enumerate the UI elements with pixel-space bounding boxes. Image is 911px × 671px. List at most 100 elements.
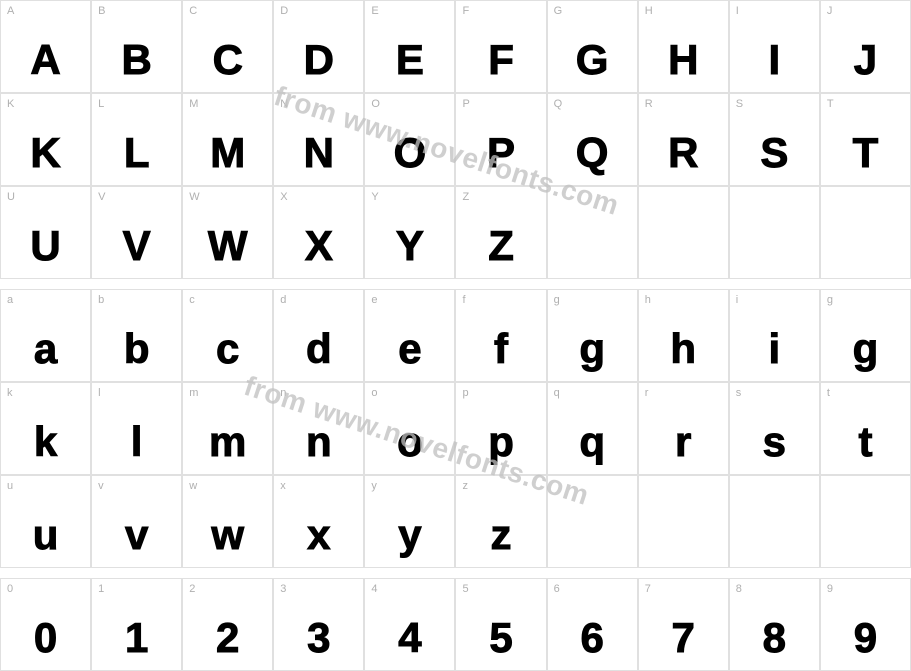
cell-label: m	[189, 387, 198, 399]
charmap-cell: ww	[182, 475, 273, 568]
cell-label: x	[280, 480, 286, 492]
cell-label: B	[98, 5, 105, 17]
cell-glyph: F	[488, 36, 514, 84]
cell-label: S	[736, 98, 743, 110]
charmap-cell: 11	[91, 578, 182, 671]
cell-label: o	[371, 387, 377, 399]
charmap-cell: tt	[820, 382, 911, 475]
cell-label: I	[736, 5, 739, 17]
charmap-cell: CC	[182, 0, 273, 93]
cell-label: F	[462, 5, 469, 17]
cell-glyph: W	[208, 222, 248, 270]
cell-glyph: D	[304, 36, 334, 84]
cell-glyph: G	[576, 36, 609, 84]
cell-label: U	[7, 191, 15, 203]
cell-glyph: q	[579, 418, 605, 466]
cell-label: f	[462, 294, 465, 306]
cell-label: 6	[554, 583, 560, 595]
cell-label: D	[280, 5, 288, 17]
cell-label: 9	[827, 583, 833, 595]
cell-label: z	[462, 480, 468, 492]
charmap-cell: qq	[547, 382, 638, 475]
charmap-cell: 22	[182, 578, 273, 671]
cell-label: e	[371, 294, 377, 306]
cell-label: c	[189, 294, 195, 306]
cell-label: 8	[736, 583, 742, 595]
cell-label: W	[189, 191, 199, 203]
cell-glyph: 0	[34, 614, 57, 662]
charmap-cell	[820, 475, 911, 568]
cell-glyph: n	[306, 418, 332, 466]
charmap-cell: GG	[547, 0, 638, 93]
cell-label: Y	[371, 191, 378, 203]
charmap-cell: II	[729, 0, 820, 93]
charmap-cell: xx	[273, 475, 364, 568]
cell-glyph: S	[760, 129, 788, 177]
charmap-cell: UU	[0, 186, 91, 279]
charmap-cell	[547, 475, 638, 568]
cell-glyph: b	[124, 325, 150, 373]
cell-label: 4	[371, 583, 377, 595]
charmap-cell: PP	[455, 93, 546, 186]
cell-glyph: B	[121, 36, 151, 84]
charmap-cell	[729, 186, 820, 279]
cell-glyph: 9	[854, 614, 877, 662]
cell-label: X	[280, 191, 287, 203]
charmap-cell: OO	[364, 93, 455, 186]
charmap-cell: QQ	[547, 93, 638, 186]
cell-glyph: T	[853, 129, 879, 177]
charmap-cell: XX	[273, 186, 364, 279]
row-spacer	[0, 568, 911, 578]
charmap-cell: 55	[455, 578, 546, 671]
charmap-cell: SS	[729, 93, 820, 186]
cell-glyph: z	[491, 511, 512, 559]
cell-glyph: 7	[672, 614, 695, 662]
cell-label: J	[827, 5, 833, 17]
cell-label: p	[462, 387, 468, 399]
charmap-cell: ff	[455, 289, 546, 382]
cell-glyph: v	[125, 511, 148, 559]
charmap-cell: ll	[91, 382, 182, 475]
charmap-cell: DD	[273, 0, 364, 93]
cell-glyph: M	[210, 129, 245, 177]
charmap-cell: 88	[729, 578, 820, 671]
cell-glyph: R	[668, 129, 698, 177]
cell-glyph: P	[487, 129, 515, 177]
charmap-cell	[729, 475, 820, 568]
cell-label: Q	[554, 98, 563, 110]
cell-label: M	[189, 98, 198, 110]
charmap-cell: FF	[455, 0, 546, 93]
cell-glyph: K	[30, 129, 60, 177]
cell-glyph: 4	[398, 614, 421, 662]
charmap-cell: rr	[638, 382, 729, 475]
cell-label: q	[554, 387, 560, 399]
charmap-cell: vv	[91, 475, 182, 568]
charmap-cell: 66	[547, 578, 638, 671]
cell-glyph: O	[394, 129, 427, 177]
cell-label: b	[98, 294, 104, 306]
cell-glyph: d	[306, 325, 332, 373]
charmap-cell: NN	[273, 93, 364, 186]
cell-glyph: h	[670, 325, 696, 373]
cell-label: L	[98, 98, 104, 110]
cell-glyph: c	[216, 325, 239, 373]
cell-glyph: J	[854, 36, 877, 84]
cell-label: u	[7, 480, 13, 492]
cell-label: 0	[7, 583, 13, 595]
charmap-cell: YY	[364, 186, 455, 279]
cell-label: w	[189, 480, 197, 492]
cell-glyph: 8	[763, 614, 786, 662]
charmap-cell: gg	[820, 289, 911, 382]
cell-glyph: A	[30, 36, 60, 84]
charmap-cell: MM	[182, 93, 273, 186]
charmap-cell: 99	[820, 578, 911, 671]
cell-label: g	[827, 294, 833, 306]
cell-glyph: 5	[489, 614, 512, 662]
cell-label: 2	[189, 583, 195, 595]
cell-label: 3	[280, 583, 286, 595]
charmap-cell: WW	[182, 186, 273, 279]
cell-glyph: p	[488, 418, 514, 466]
cell-glyph: f	[494, 325, 508, 373]
cell-glyph: a	[34, 325, 57, 373]
cell-label: 7	[645, 583, 651, 595]
